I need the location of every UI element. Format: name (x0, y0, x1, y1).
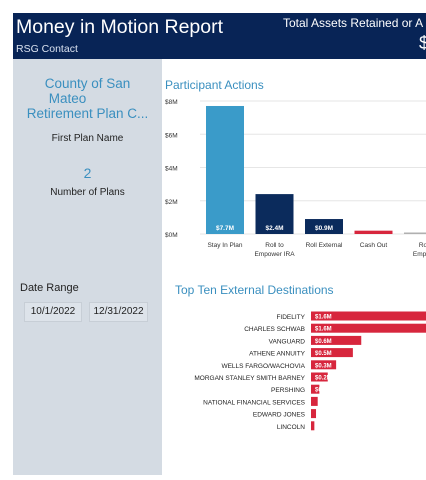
destination-label: VANGUARD (269, 338, 306, 345)
participant-actions-title: Participant Actions (165, 78, 264, 92)
total-assets-value: $ (419, 33, 426, 53)
destination-bar (311, 396, 318, 406)
destination-bar (311, 311, 426, 321)
filter-sidebar: County of San Mateo Retirement Plan C...… (13, 59, 162, 475)
destination-label: WELLS FARGO/WACHOVIA (221, 363, 305, 370)
y-tick-label: $0M (165, 232, 178, 239)
destination-value: $0.6M (315, 339, 332, 345)
y-tick-label: $2M (165, 199, 178, 206)
bar (354, 230, 393, 234)
destination-label: MORGAN STANLEY SMITH BARNEY (194, 375, 305, 382)
date-range-label: Date Range (20, 282, 79, 294)
destination-label: LINCOLN (277, 424, 305, 431)
data-label: $2.4M (265, 225, 283, 232)
bar (305, 219, 343, 234)
destination-value: $0.3M (315, 363, 332, 369)
destination-bar (311, 348, 353, 358)
x-tick-label: Roll to (265, 242, 284, 249)
report-subtitle: RSG Contact (16, 43, 78, 55)
report-title: Money in Motion Report (16, 16, 224, 38)
destination-label: EDWARD JONES (253, 412, 306, 419)
num-plans-value: 2 (83, 165, 92, 181)
report-header: Money in Motion Report RSG Contact Total… (13, 13, 426, 59)
date-end-input[interactable]: 12/31/2022 (89, 302, 148, 322)
top-ten-title: Top Ten External Destinations (175, 283, 334, 297)
bar (255, 194, 294, 234)
x-tick-label: Stay In Plan (207, 242, 242, 249)
destination-label: ATHENE ANNUITY (249, 351, 306, 358)
top-margin (0, 0, 426, 13)
destination-label: CHARLES SCHWAB (244, 326, 305, 333)
destination-label: PERSHING (271, 387, 305, 394)
plan-name-line: County of San (44, 76, 131, 91)
destination-value: $0.5M (315, 351, 332, 357)
destination-label: FIDELITY (276, 314, 305, 321)
data-label: $0.9M (315, 225, 333, 232)
destination-value: $0.1M (315, 388, 332, 394)
bar (404, 232, 426, 234)
destination-value: $1.6M (315, 315, 332, 321)
x-tick-label: Cash Out (360, 242, 388, 249)
x-tick-label: Empov (413, 251, 426, 258)
bar (206, 105, 244, 234)
plan-name-line: Mateo (48, 91, 87, 106)
destination-bar (311, 360, 337, 370)
x-tick-label: Roll External (306, 242, 343, 249)
plan-name-card[interactable]: County of San Mateo Retirement Plan C... (13, 76, 162, 121)
destination-bar (311, 384, 320, 394)
x-tick-label: Empower IRA (254, 251, 295, 258)
plan-name-label: First Plan Name (51, 133, 124, 144)
y-tick-label: $4M (165, 166, 178, 173)
destination-bar (311, 409, 317, 419)
y-tick-label: $8M (165, 99, 178, 106)
y-tick-label: $6M (165, 132, 178, 139)
x-tick-label: Ro (419, 242, 426, 249)
date-start-input[interactable]: 10/1/2022 (24, 302, 82, 322)
data-label: $7.7M (216, 225, 234, 232)
destination-bar (311, 335, 362, 345)
total-assets-label: Total Assets Retained or A (283, 16, 424, 30)
plan-name-line: Retirement Plan C... (26, 106, 149, 121)
num-plans-label: Number of Plans (50, 187, 125, 198)
destination-bar (311, 421, 315, 431)
destination-bar (311, 372, 328, 382)
destination-bar (311, 323, 426, 333)
destination-value: $0.2M (315, 376, 332, 382)
destination-label: NATIONAL FINANCIAL SERVICES (203, 399, 306, 406)
destination-value: $1.6M (315, 327, 332, 333)
